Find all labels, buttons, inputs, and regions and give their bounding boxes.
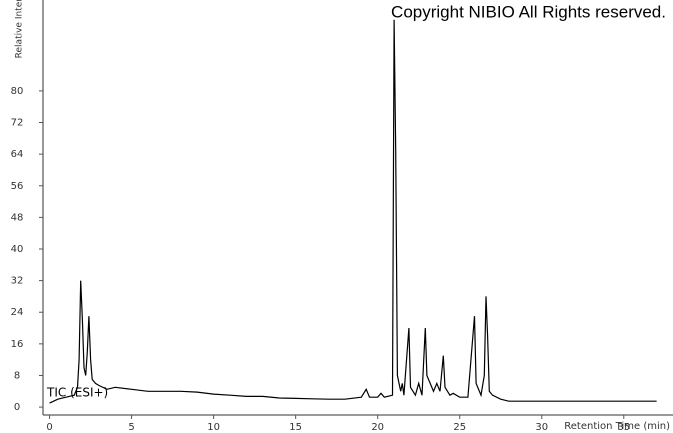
x-tick-label: 0 [46,422,52,433]
x-tick-label: 20 [371,422,384,433]
y-tick-label: 56 [11,181,24,192]
x-tick-label: 25 [453,422,466,433]
x-tick-label: 35 [617,422,630,433]
y-tick-label: 80 [11,86,24,97]
chromatogram-line [49,19,657,404]
y-tick-label: 48 [11,212,24,223]
y-tick-label: 0 [14,402,20,413]
x-axis-label: Retention Time (min) [564,421,670,432]
y-tick-label: 64 [11,149,24,160]
x-tick-label: 5 [128,422,134,433]
chart-title: Copyright NIBIO All Rights reserved. [391,2,666,21]
y-tick-label: 8 [14,370,20,381]
y-tick-label: 16 [11,339,24,350]
annotation: TIC (ESI+) [46,386,108,400]
x-tick-label: 30 [535,422,548,433]
y-tick-label: 24 [11,307,24,318]
y-tick-label: 32 [11,276,24,287]
x-tick-label: 10 [207,422,220,433]
y-tick-label: 40 [11,244,24,255]
y-axis-label: Relative Intensity [15,0,25,58]
x-tick-label: 15 [289,422,302,433]
y-tick-label: 72 [11,118,24,129]
